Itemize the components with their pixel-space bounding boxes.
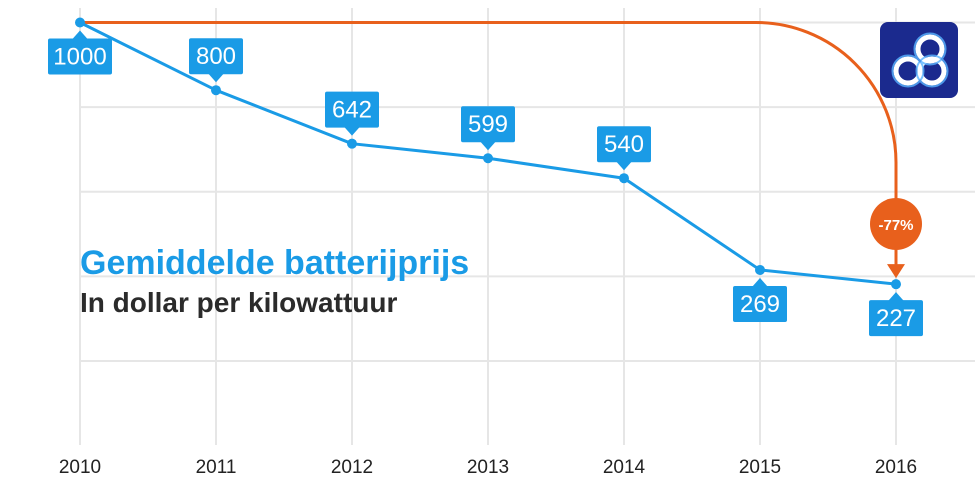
data-label: 599: [461, 106, 515, 151]
data-label-text: 1000: [53, 44, 106, 71]
data-label-box: [189, 38, 243, 75]
data-label-box: [869, 300, 923, 337]
data-point: [211, 85, 221, 96]
data-label: 1000: [48, 30, 112, 75]
percent-change-badge: [870, 197, 922, 250]
data-label-text: 540: [604, 131, 644, 158]
data-label-box: [733, 285, 787, 322]
annotation-arrow-line: [80, 21, 898, 270]
x-tick-label: 2015: [739, 457, 781, 478]
data-label: 227: [869, 292, 923, 337]
data-label-pointer: [208, 73, 224, 83]
x-axis-ticks: 2010 2011 2012 2013 2014 2015 2016: [59, 457, 917, 478]
percent-change-annotation: -77%: [80, 21, 922, 279]
series-battery-price: [75, 17, 901, 290]
data-point: [483, 153, 493, 164]
data-label-pointer: [480, 141, 496, 151]
data-label-pointer: [344, 126, 360, 136]
x-tick-label: 2016: [875, 457, 917, 478]
data-label: 269: [733, 277, 787, 322]
x-tick-label: 2013: [467, 457, 509, 478]
x-tick-label: 2012: [331, 457, 373, 478]
data-label-box: [48, 38, 112, 75]
data-label: 800: [189, 38, 243, 83]
data-label-text: 599: [468, 111, 508, 138]
chart-subtitle: In dollar per kilowattuur: [80, 287, 398, 318]
annotation-arrowhead: [887, 264, 905, 279]
data-label-text: 800: [196, 43, 236, 70]
data-point: [347, 138, 357, 149]
data-label-box: [325, 91, 379, 128]
data-label-box: [461, 106, 515, 143]
data-label-text: 642: [332, 97, 372, 124]
data-point: [755, 264, 765, 275]
data-callouts: 1000 800 642 599 540 269 227: [48, 30, 923, 337]
data-label-box: [597, 126, 651, 163]
data-label-pointer: [888, 292, 904, 302]
x-tick-label: 2011: [196, 457, 237, 478]
data-label: 642: [325, 91, 379, 136]
data-label-pointer: [752, 277, 768, 287]
chart-title: Gemiddelde batterijprijs: [80, 244, 470, 282]
data-label-pointer: [72, 30, 88, 40]
x-tick-label: 2010: [59, 457, 101, 478]
data-point: [619, 173, 629, 184]
data-label: 540: [597, 126, 651, 171]
data-point: [75, 17, 85, 28]
loop-logo-icon: [880, 22, 958, 98]
data-label-text: 227: [876, 305, 916, 332]
percent-change-label: -77%: [878, 217, 913, 234]
x-tick-label: 2014: [603, 457, 646, 478]
data-label-pointer: [616, 161, 632, 171]
data-point: [891, 279, 901, 290]
data-label-text: 269: [740, 291, 780, 318]
